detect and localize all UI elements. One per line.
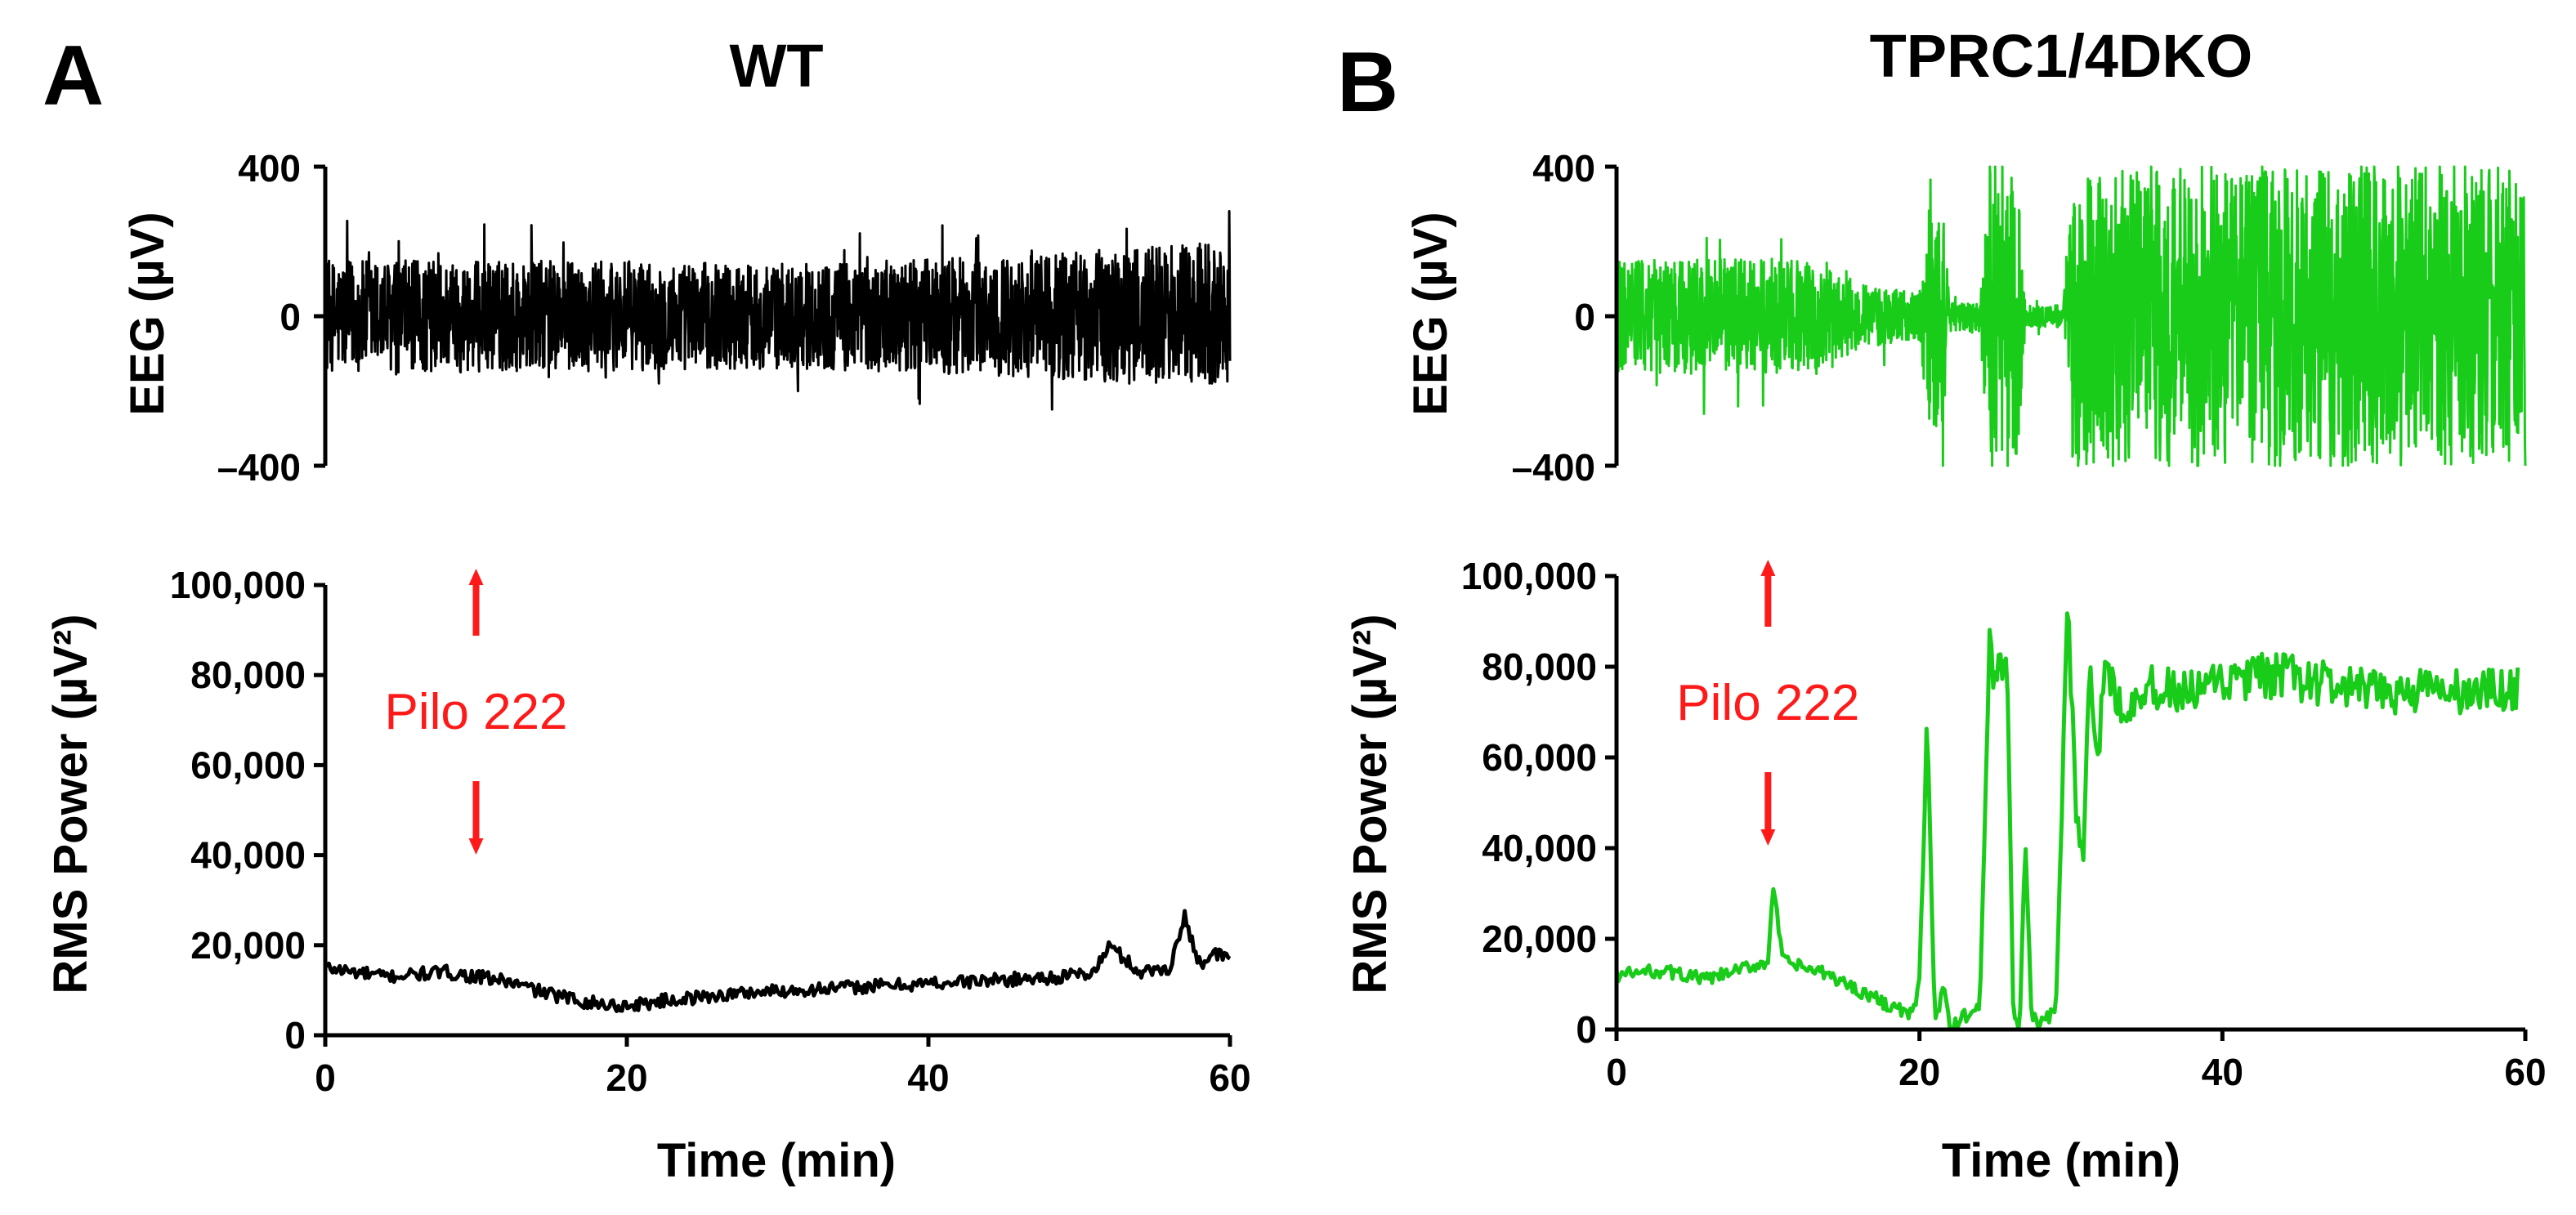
dko-rms-xtick-label: 40	[2202, 1051, 2243, 1093]
dko-pilo-arrow-up	[1760, 560, 1776, 627]
dko-eeg-ytick-neg400: –400	[1512, 446, 1595, 489]
wt-rms-ytick-label: 20,000	[190, 924, 306, 967]
panel-letter-a: A	[42, 29, 104, 123]
dko-rms-xtick-label: 0	[1606, 1051, 1627, 1093]
dko-eeg-plot: EEG (µV) 400 0 –400	[1404, 147, 2527, 489]
wt-eeg-plot: EEG (µV) 400 0 –400	[121, 147, 1232, 489]
dko-pilo-arrow-down	[1760, 772, 1776, 846]
wt-pilo-arrow-down	[468, 781, 484, 855]
wt-rms-xtick-label: 20	[606, 1056, 647, 1099]
wt-eeg-ytick-0: 0	[280, 296, 301, 338]
wt-eeg-ytick-neg400: –400	[217, 446, 301, 489]
dko-rms-ytick-label: 100,000	[1461, 555, 1597, 597]
wt-pilo-arrow-up	[468, 569, 484, 636]
wt-pilo-annotation: Pilo 222	[384, 684, 567, 740]
dko-rms-y-axis-title: RMS Power (µV²)	[1344, 614, 1397, 994]
dko-rms-ytick-label: 80,000	[1482, 645, 1597, 688]
wt-eeg-ytick-400: 400	[238, 147, 301, 190]
dko-eeg-ytick-0: 0	[1574, 296, 1595, 338]
panel-title-wt: WT	[729, 32, 823, 100]
panel-title-dko: TPRC1/4DKO	[1870, 22, 2253, 90]
dko-eeg-trace	[1615, 165, 2527, 467]
wt-eeg-y-axis-title: EEG (µV)	[121, 212, 174, 415]
dko-eeg-y-axis-title: EEG (µV)	[1404, 212, 1457, 415]
dko-rms-ytick-label: 60,000	[1482, 736, 1597, 779]
wt-eeg-trace	[324, 210, 1232, 411]
wt-rms-ytick-label: 60,000	[190, 744, 306, 786]
wt-rms-xtick-label: 60	[1209, 1056, 1250, 1099]
dko-rms-ytick-label: 0	[1576, 1008, 1597, 1051]
dko-rms-trace	[1614, 611, 2520, 1032]
dko-rms-plot: RMS Power (µV²) Time (min) 0 20,000 40,000…	[1344, 555, 2547, 1187]
wt-rms-y-axis-title: RMS Power (µV²)	[44, 614, 97, 994]
dko-rms-ytick-label: 40,000	[1482, 827, 1597, 869]
wt-rms-xtick-label: 0	[315, 1056, 336, 1099]
dko-rms-ytick-label: 20,000	[1482, 918, 1597, 960]
dko-pilo-annotation: Pilo 222	[1676, 675, 1859, 731]
wt-rms-ytick-label: 100,000	[170, 564, 306, 606]
panel-letter-b: B	[1337, 35, 1398, 130]
wt-rms-trace	[323, 909, 1232, 1013]
wt-rms-xtick-label: 40	[907, 1056, 949, 1099]
wt-rms-ytick-label: 80,000	[190, 654, 306, 696]
dko-rms-xtick-label: 60	[2504, 1051, 2546, 1093]
dko-rms-x-axis-title: Time (min)	[1942, 1134, 2180, 1187]
wt-rms-ytick-label: 40,000	[190, 834, 306, 877]
dko-eeg-ytick-400: 400	[1532, 147, 1595, 190]
wt-rms-x-axis-title: Time (min)	[657, 1134, 896, 1187]
wt-rms-plot: RMS Power (µV²) Time (min) 0 20,000 40,000…	[44, 564, 1251, 1187]
dko-rms-xtick-label: 20	[1898, 1051, 1940, 1093]
wt-rms-ytick-label: 0	[284, 1014, 306, 1056]
